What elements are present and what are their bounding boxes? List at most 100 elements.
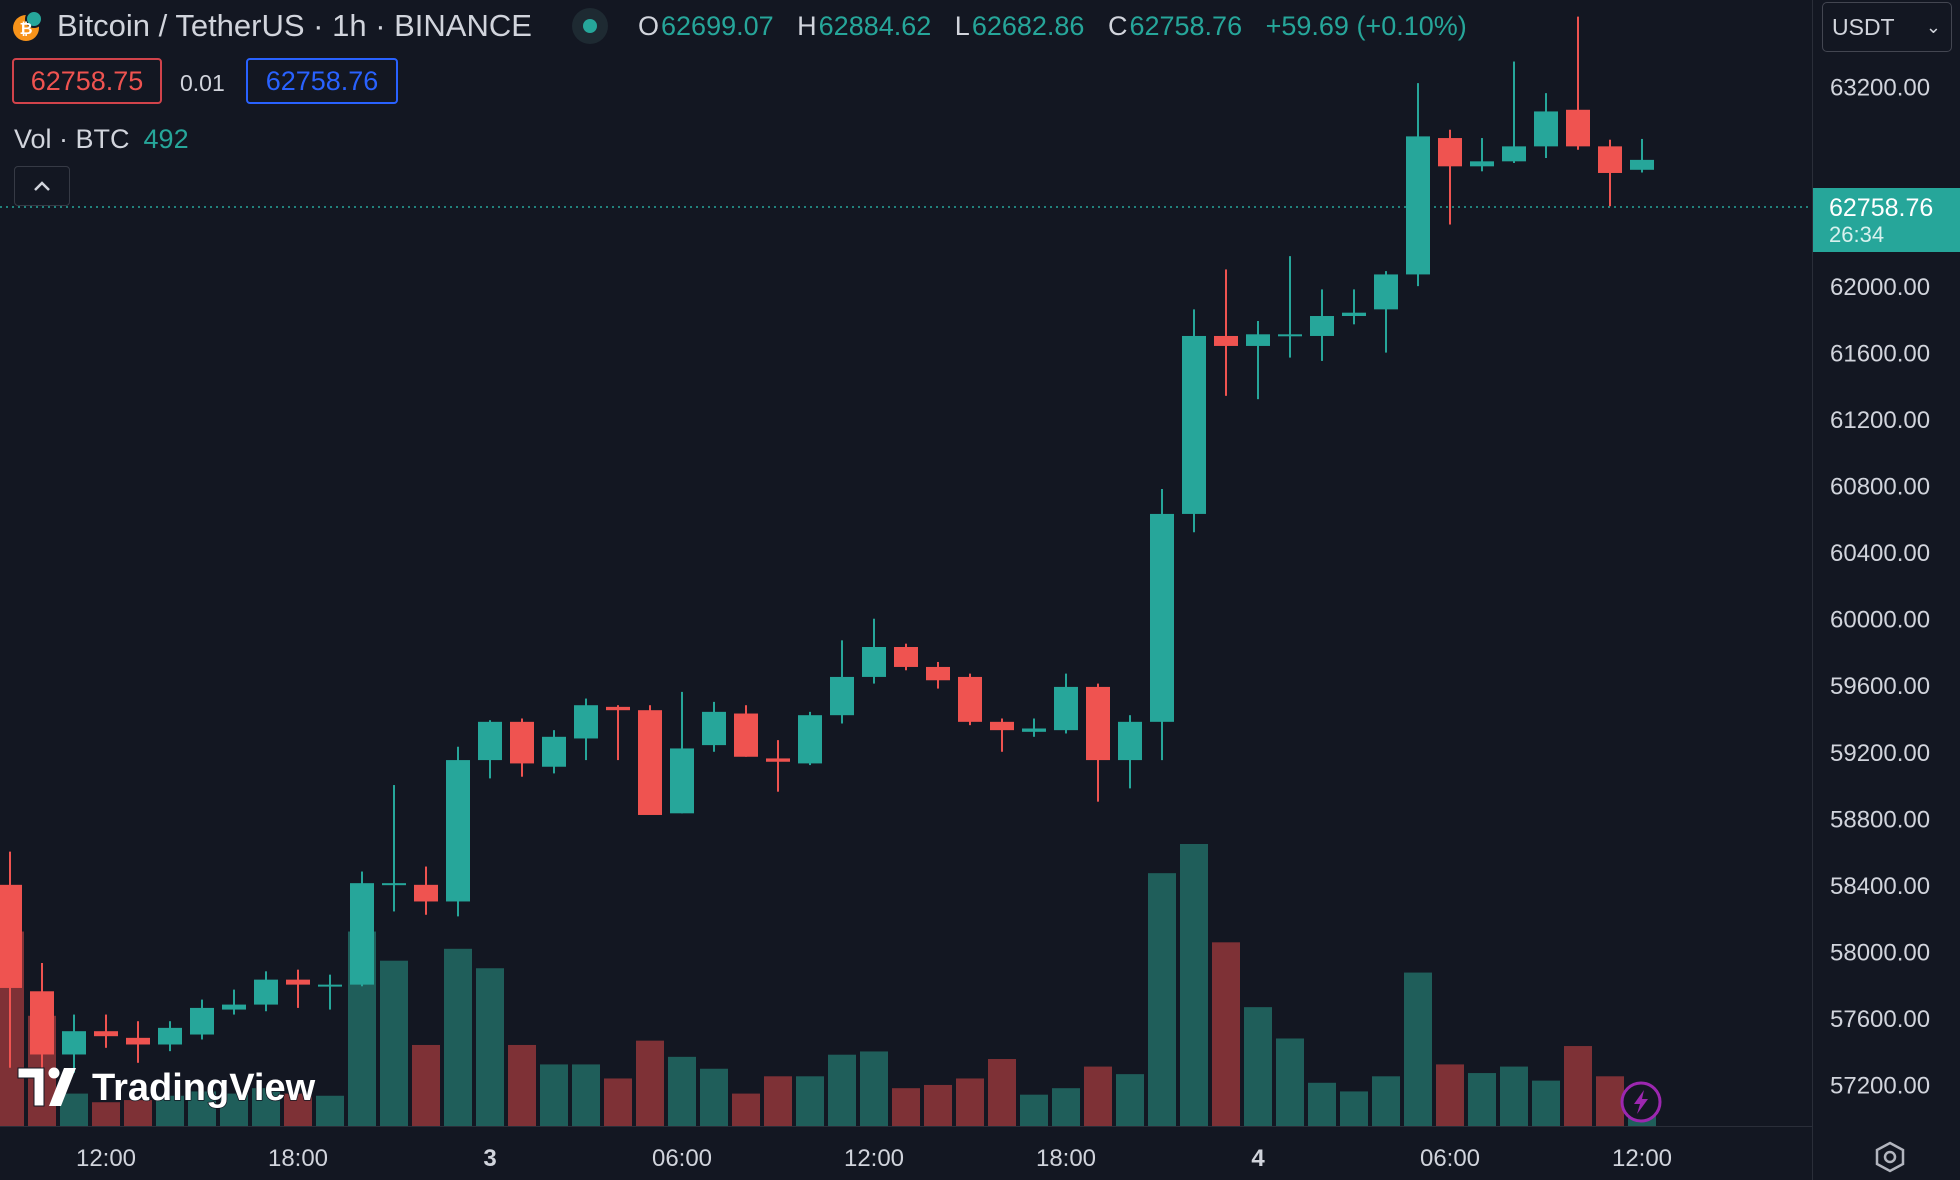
candle-body xyxy=(510,721,534,764)
price-axis[interactable] xyxy=(1812,0,1960,1180)
volume-bar xyxy=(988,1059,1016,1126)
candle-body xyxy=(1118,721,1142,761)
candle-body xyxy=(350,883,374,985)
candle-body xyxy=(414,884,438,902)
candle-body xyxy=(30,991,54,1055)
volume-bar xyxy=(444,948,472,1126)
symbol-title[interactable]: Bitcoin / TetherUS · 1h · BINANCE xyxy=(57,8,532,43)
volume-bar xyxy=(92,1102,120,1126)
price-tick-label: 57600.00 xyxy=(1830,1006,1930,1033)
candle xyxy=(318,974,342,1010)
candle xyxy=(158,1021,182,1052)
volume-bar xyxy=(1564,1046,1592,1126)
volume-bar xyxy=(252,1088,280,1126)
candle-body xyxy=(1022,728,1046,732)
currency-value: USDT xyxy=(1832,14,1895,40)
candle xyxy=(94,1014,118,1048)
candle xyxy=(734,705,758,757)
close-label: C xyxy=(1107,11,1128,41)
candle xyxy=(1502,61,1526,163)
volume-bar xyxy=(604,1078,632,1126)
time-tick-label: 12:00 xyxy=(1612,1145,1672,1172)
candle xyxy=(958,673,982,726)
candle-body xyxy=(1246,334,1270,346)
candle xyxy=(798,711,822,766)
candle-body xyxy=(1342,312,1366,317)
candle xyxy=(1406,83,1430,287)
candle-body xyxy=(1438,138,1462,167)
candle-body xyxy=(62,1031,86,1055)
candle-body xyxy=(1470,161,1494,167)
time-tick-label: 12:00 xyxy=(76,1145,136,1172)
volume-bar xyxy=(188,1091,216,1126)
candle-body xyxy=(766,758,790,762)
candle xyxy=(510,718,534,777)
bolt-icon[interactable] xyxy=(1620,1081,1662,1123)
candle xyxy=(350,871,374,987)
candle xyxy=(1214,269,1238,396)
close-value: 62758.76 xyxy=(1129,11,1243,41)
price-tick-label: 58000.00 xyxy=(1830,939,1930,966)
volume-bar xyxy=(1308,1082,1336,1126)
candle xyxy=(990,718,1014,752)
volume-bar xyxy=(1500,1066,1528,1126)
candle-body xyxy=(1374,274,1398,310)
last-price-value: 62758.76 xyxy=(1829,194,1934,222)
volume-bar xyxy=(124,1100,152,1126)
time-tick-label: 06:00 xyxy=(652,1145,712,1172)
time-tick-label: 12:00 xyxy=(844,1145,904,1172)
collapse-legend-button[interactable] xyxy=(14,166,70,206)
volume-bar xyxy=(764,1076,792,1126)
price-tick-label: 63200.00 xyxy=(1830,74,1930,101)
volume-bar xyxy=(636,1040,664,1126)
candle xyxy=(1278,256,1302,358)
time-tick-label: 06:00 xyxy=(1420,1145,1480,1172)
candle-body xyxy=(1310,316,1334,336)
candle xyxy=(830,640,854,724)
time-tick-label: 18:00 xyxy=(1036,1145,1096,1172)
bitcoin-icon[interactable]: ₿ xyxy=(10,10,42,42)
volume-bar xyxy=(1116,1074,1144,1126)
buy-button[interactable]: 62758.76 xyxy=(246,58,398,104)
volume-bar xyxy=(412,1044,440,1126)
candle-body xyxy=(0,884,22,988)
candle xyxy=(638,705,662,815)
volume-bar xyxy=(540,1064,568,1126)
candle xyxy=(414,866,438,915)
low-value: 62682.86 xyxy=(971,11,1085,41)
currency-select[interactable]: USDT ⌄ xyxy=(1822,2,1952,52)
chevron-down-icon: ⌄ xyxy=(1925,17,1941,37)
candle xyxy=(0,851,22,1068)
volume-bar xyxy=(316,1095,344,1126)
price-tick-label: 59600.00 xyxy=(1830,673,1930,700)
volume-bar xyxy=(828,1054,856,1126)
volume-bar xyxy=(380,960,408,1126)
volume-bar xyxy=(1340,1091,1368,1126)
candle-body xyxy=(1150,513,1174,722)
volume-legend[interactable]: Vol · BTC 492 xyxy=(14,124,189,155)
market-status-icon[interactable] xyxy=(572,8,608,44)
high-value: 62884.62 xyxy=(818,11,932,41)
price-tick-label: 60400.00 xyxy=(1830,540,1930,567)
candle-body xyxy=(734,713,758,757)
candle-body xyxy=(158,1027,182,1045)
candles xyxy=(0,16,1654,1077)
volume-bar xyxy=(1244,1007,1272,1126)
logo-text: TradingView xyxy=(92,1067,316,1109)
time-axis[interactable] xyxy=(0,1126,1812,1180)
ohlc-legend: O62699.07 H62884.62 L62682.86 C62758.76 … xyxy=(638,11,1467,42)
gear-icon[interactable] xyxy=(1870,1140,1910,1174)
price-tick-label: 61600.00 xyxy=(1830,341,1930,368)
volume-bar xyxy=(1468,1073,1496,1126)
last-price-label: 62758.76 26:34 xyxy=(1813,188,1960,252)
volume-bar xyxy=(156,1095,184,1126)
candle xyxy=(1150,488,1174,761)
price-tick-label: 62000.00 xyxy=(1830,274,1930,301)
sell-button[interactable]: 62758.75 xyxy=(12,58,162,104)
tradingview-logo[interactable]: TradingView xyxy=(14,1060,344,1112)
candle-body xyxy=(574,705,598,739)
time-tick-label: 3 xyxy=(483,1145,496,1172)
candle-body xyxy=(798,715,822,764)
volume-bar xyxy=(956,1078,984,1126)
